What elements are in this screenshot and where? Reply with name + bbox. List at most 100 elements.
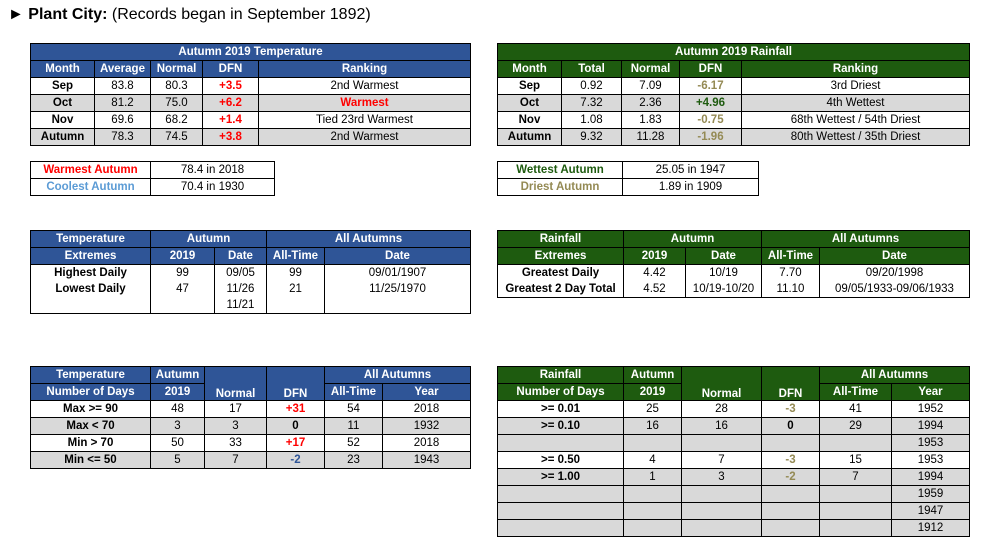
col-header: 2019 — [150, 247, 215, 265]
col-header: Date — [819, 247, 970, 265]
table-cell: -3 — [761, 400, 820, 418]
table-cell: 48 — [150, 400, 205, 418]
table-cell — [623, 485, 682, 503]
table-cell: 2018 — [382, 400, 471, 418]
table-cell: +3.8 — [202, 128, 259, 146]
table-cell: 41 — [819, 400, 892, 418]
table-title: Temperature — [30, 366, 151, 384]
table-cell: 21 — [266, 281, 325, 297]
table-row: Warmest Autumn 78.4 in 2018 — [30, 161, 275, 179]
table-cell: -3 — [761, 451, 820, 469]
table-cell: 47 — [150, 281, 215, 297]
table-row: Oct 7.32 2.36 +4.96 4th Wettest — [497, 94, 970, 112]
table-cell — [819, 519, 892, 537]
table-cell: 3 — [681, 468, 762, 486]
col-header: All Autumns — [266, 230, 471, 248]
table-row: 11/21 — [30, 297, 471, 314]
table-cell — [761, 434, 820, 452]
table-cell — [761, 485, 820, 503]
table-cell: >= 0.10 — [497, 417, 624, 435]
table-cell: -2 — [761, 468, 820, 486]
col-header: Normal — [204, 366, 267, 401]
table-cell: 11/25/1970 — [324, 281, 471, 297]
table-cell: 74.5 — [150, 128, 203, 146]
table-cell: 1994 — [891, 417, 970, 435]
col-header: All Autumns — [819, 366, 970, 384]
table-cell: >= 0.50 — [497, 451, 624, 469]
table-row: 1953 — [497, 434, 970, 452]
arrow-icon: ► — [8, 6, 24, 23]
table-cell — [681, 434, 762, 452]
table-cell: 28 — [681, 400, 762, 418]
col-header: Autumn — [623, 366, 682, 384]
table-cell: 1 — [623, 468, 682, 486]
table-cell — [324, 297, 471, 314]
table-title: Temperature — [30, 230, 151, 248]
table-cell: Min > 70 — [30, 434, 151, 452]
table-cell: +31 — [266, 400, 325, 418]
table-cell: Max >= 90 — [30, 400, 151, 418]
table-cell: Sep — [497, 77, 562, 95]
table-cell: Oct — [30, 94, 95, 112]
table-cell: 3 — [204, 417, 267, 435]
table-cell — [761, 502, 820, 520]
col-header: Year — [891, 383, 970, 401]
table-cell: 2nd Warmest — [258, 77, 471, 95]
table-cell: 17 — [204, 400, 267, 418]
table-row: Autumn 9.32 11.28 -1.96 80th Wettest / 35th … — [497, 128, 970, 146]
table-cell: 25.05 in 1947 — [622, 161, 759, 179]
table-cell: 1952 — [891, 400, 970, 418]
table-cell: +4.96 — [679, 94, 742, 112]
table-subtitle: Number of Days — [497, 383, 624, 401]
col-header: All-Time — [819, 383, 892, 401]
table-cell: 78.3 — [94, 128, 151, 146]
table-cell: 15 — [819, 451, 892, 469]
table-row: Min > 70 50 33 +17 52 2018 — [30, 434, 471, 452]
temperature-summary-table: Autumn 2019 Temperature Month Average No… — [30, 43, 471, 146]
table-cell: 16 — [681, 417, 762, 435]
table-cell: Driest Autumn — [497, 178, 623, 196]
table-cell — [681, 519, 762, 537]
table-cell: +3.5 — [202, 77, 259, 95]
temperature-records-table: Warmest Autumn 78.4 in 2018 Coolest Autum… — [30, 161, 275, 196]
table-cell — [266, 297, 325, 314]
table-cell — [497, 434, 624, 452]
table-cell: 7 — [819, 468, 892, 486]
table-cell — [623, 519, 682, 537]
table-cell: 1.08 — [561, 111, 622, 129]
table-cell: 5 — [150, 451, 205, 469]
table-row: Oct 81.2 75.0 +6.2 Warmest — [30, 94, 471, 112]
table-cell: 1953 — [891, 434, 970, 452]
table-cell: 70.4 in 1930 — [150, 178, 275, 196]
table-cell: 9.32 — [561, 128, 622, 146]
table-subtitle: Extremes — [30, 247, 151, 265]
table-cell — [497, 502, 624, 520]
records-note: (Records began in September 1892) — [111, 6, 371, 23]
table-cell: 0 — [266, 417, 325, 435]
table-cell: 3 — [150, 417, 205, 435]
table-cell: Oct — [497, 94, 562, 112]
table-title: Rainfall — [497, 230, 624, 248]
col-header: 2019 — [623, 383, 682, 401]
table-cell: 75.0 — [150, 94, 203, 112]
table-row: Sep 0.92 7.09 -6.17 3rd Driest — [497, 77, 970, 95]
table-row: >= 0.10 16 16 0 29 1994 — [497, 417, 970, 435]
table-title: Autumn 2019 Temperature — [30, 43, 471, 61]
table-title: Rainfall — [497, 366, 624, 384]
table-cell: 11 — [324, 417, 383, 435]
col-header: All-Time — [266, 247, 325, 265]
table-cell: 7.09 — [621, 77, 680, 95]
col-header: All Autumns — [761, 230, 970, 248]
table-cell: 1953 — [891, 451, 970, 469]
col-header: DFN — [266, 366, 325, 401]
table-cell: 0.92 — [561, 77, 622, 95]
table-cell: 4th Wettest — [741, 94, 970, 112]
table-cell: >= 0.01 — [497, 400, 624, 418]
table-cell: 1994 — [891, 468, 970, 486]
table-cell: 1.89 in 1909 — [622, 178, 759, 196]
table-cell: -1.96 — [679, 128, 742, 146]
table-cell: -6.17 — [679, 77, 742, 95]
table-cell: 0 — [761, 417, 820, 435]
table-cell: 1912 — [891, 519, 970, 537]
table-row: 1959 — [497, 485, 970, 503]
